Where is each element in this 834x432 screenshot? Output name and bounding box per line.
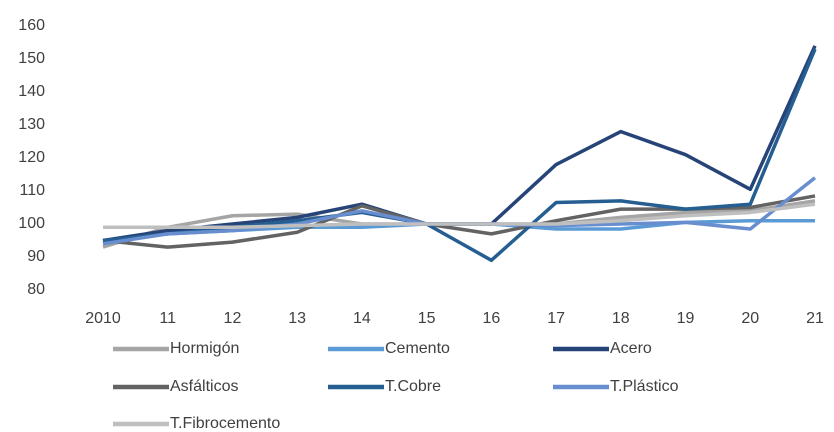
x-tick-label: 19	[677, 310, 695, 327]
x-tick-label: 11	[159, 310, 176, 327]
legend-label: Cemento	[385, 340, 450, 357]
series-line	[103, 202, 816, 230]
legend-label: Acero	[610, 340, 652, 357]
y-tick-label: 80	[27, 281, 45, 298]
y-tick-label: 130	[18, 116, 45, 133]
x-tick-label: 18	[612, 310, 630, 327]
x-tick-label: 21	[806, 310, 824, 327]
x-tick-label: 16	[482, 310, 500, 327]
x-tick-label: 20	[741, 310, 759, 327]
x-tick-label: 14	[353, 310, 371, 327]
x-tick-label: 13	[288, 310, 306, 327]
y-tick-label: 90	[27, 248, 45, 265]
x-tick-label: 17	[547, 310, 565, 327]
x-tick-label: 2010	[85, 310, 121, 327]
y-tick-label: 140	[18, 83, 45, 100]
legend-label: Hormigón	[170, 340, 239, 357]
legend-label: T.Cobre	[385, 378, 441, 395]
x-tick-label: 12	[224, 310, 242, 327]
y-tick-label: 160	[18, 17, 45, 34]
y-tick-label: 150	[18, 50, 45, 67]
y-tick-label: 100	[18, 215, 45, 232]
legend-label: T.Fibrocemento	[170, 415, 280, 432]
legend-label: T.Plástico	[610, 378, 679, 395]
y-tick-label: 110	[19, 182, 45, 199]
x-tick-label: 15	[418, 310, 436, 327]
y-tick-label: 120	[18, 149, 45, 166]
legend-label: Asfálticos	[170, 378, 238, 395]
